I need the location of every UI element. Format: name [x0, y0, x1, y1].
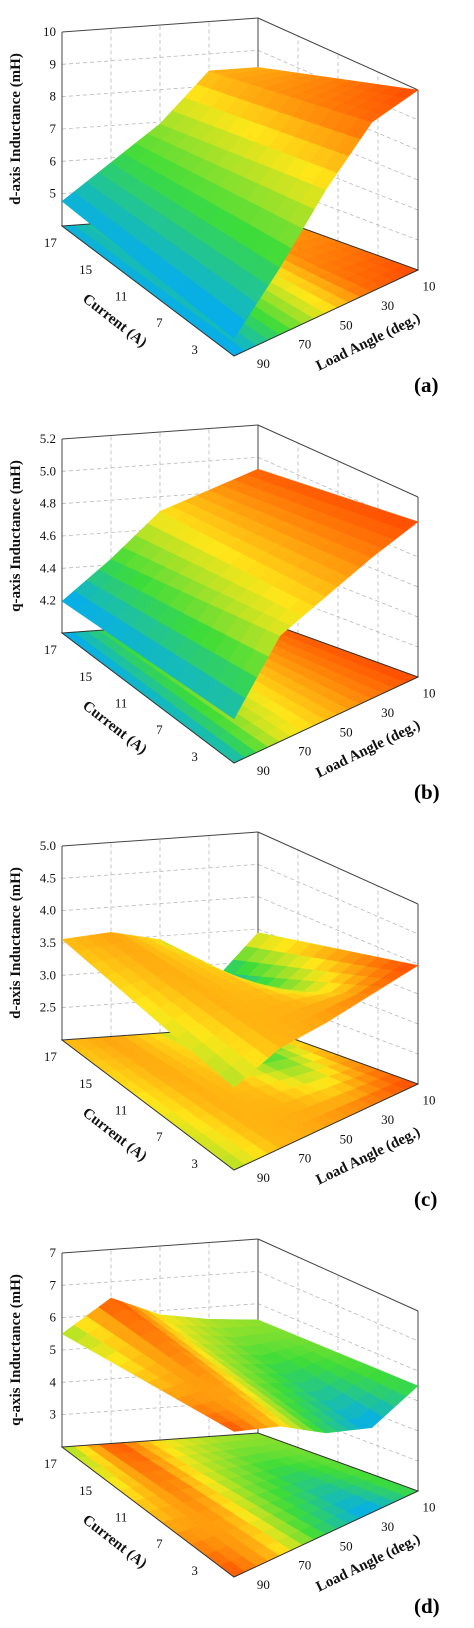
angle-tick-label: 50 — [340, 1131, 353, 1146]
z-tick-label: 3.0 — [40, 967, 56, 982]
current-tick-label: 3 — [191, 342, 198, 357]
z-tick-label: 2.5 — [40, 1000, 56, 1015]
angle-tick-label: 90 — [257, 356, 270, 371]
surface-plot-c: 5.0 4.5 4.0 3.5 3.0 2.5 17 15 11 7 3 10 30 50 70 90 d-ax… — [8, 831, 437, 1211]
current-tick-label: 11 — [115, 1510, 128, 1525]
z-tick-label: 5.2 — [40, 431, 56, 446]
inductance-surface — [61, 67, 419, 339]
panel-b: 5.2 5.0 4.8 4.6 4.4 4.2 17 15 11 7 3 10 30 50 70 90 q-ax… — [0, 407, 474, 814]
current-tick-label: 11 — [115, 1103, 128, 1118]
z-tick-label: 5 — [50, 186, 57, 201]
current-tick-label: 15 — [79, 1483, 92, 1498]
angle-tick-label: 30 — [381, 1112, 394, 1127]
z-tick-label: 4.5 — [40, 870, 56, 885]
z-axis-label: d-axis Inductance (mH) — [8, 53, 24, 205]
current-tick-label: 7 — [156, 722, 163, 737]
current-tick-label: 15 — [79, 669, 92, 684]
angle-tick-label: 50 — [340, 724, 353, 739]
z-tick-label: 3.5 — [40, 935, 56, 950]
current-tick-label: 15 — [79, 1076, 92, 1091]
load-angle-axis-label: Load Angle (deg.) — [314, 717, 423, 781]
panel-c: 5.0 4.5 4.0 3.5 3.0 2.5 17 15 11 7 3 10 30 50 70 90 d-ax… — [0, 814, 474, 1221]
z-tick-label: 7 — [50, 1245, 57, 1260]
load-angle-axis-label: Load Angle (deg.) — [314, 1124, 423, 1188]
angle-tick-label: 10 — [422, 686, 435, 701]
z-tick-label: 4 — [50, 1374, 57, 1389]
current-tick-label: 7 — [156, 1536, 163, 1551]
current-tick-label: 3 — [191, 1563, 198, 1578]
current-tick-label: 7 — [156, 1129, 163, 1144]
angle-tick-label: 10 — [422, 1500, 435, 1515]
surface-plot-a: 10 9 8 7 6 5 17 15 11 7 3 10 30 50 70 90 d-axis Inductan… — [8, 17, 439, 397]
angle-tick-label: 90 — [257, 1577, 270, 1592]
angle-tick-label: 70 — [298, 1558, 311, 1573]
load-angle-axis-label: Load Angle (deg.) — [314, 310, 423, 374]
z-tick-label: 10 — [43, 24, 56, 39]
angle-tick-label: 30 — [381, 298, 394, 313]
angle-tick-label: 50 — [340, 1538, 353, 1553]
current-tick-label: 3 — [191, 749, 198, 764]
z-axis-label: q-axis Inductance (mH) — [8, 1274, 24, 1426]
panel-a: 10 9 8 7 6 5 17 15 11 7 3 10 30 50 70 90 d-axis Inductan… — [0, 0, 474, 407]
current-tick-label: 17 — [44, 642, 58, 657]
z-tick-label: 5.0 — [40, 463, 56, 478]
current-tick-label: 15 — [79, 262, 92, 277]
angle-tick-label: 70 — [298, 744, 311, 759]
panel-label: (c) — [414, 1187, 437, 1211]
z-tick-label: 6 — [50, 153, 57, 168]
z-tick-label: 4.6 — [40, 528, 57, 543]
z-axis-label: q-axis Inductance (mH) — [8, 460, 24, 612]
angle-tick-label: 90 — [257, 1170, 270, 1185]
z-axis-label: d-axis Inductance (mH) — [8, 867, 24, 1019]
angle-tick-label: 10 — [422, 1093, 435, 1108]
z-tick-label: 4.0 — [40, 903, 56, 918]
current-tick-label: 17 — [44, 1456, 58, 1471]
angle-tick-label: 90 — [257, 763, 270, 778]
angle-tick-label: 30 — [381, 705, 394, 720]
z-tick-label: 4.8 — [40, 496, 56, 511]
z-tick-label: 3 — [50, 1407, 57, 1422]
inductance-surface — [61, 932, 419, 1088]
z-tick-label: 6 — [50, 1310, 57, 1325]
inductance-surface — [61, 468, 419, 720]
angle-tick-label: 70 — [298, 1151, 311, 1166]
z-tick-label: 4.4 — [40, 560, 57, 575]
current-tick-label: 7 — [156, 315, 163, 330]
load-angle-axis-label: Load Angle (deg.) — [314, 1531, 423, 1595]
inductance-surface — [61, 1297, 419, 1434]
angle-tick-label: 30 — [381, 1519, 394, 1534]
panel-label: (d) — [414, 1594, 440, 1618]
panel-label: (a) — [414, 373, 439, 397]
z-tick-label: 5 — [50, 1342, 57, 1357]
panel-d: 7 7 6 5 4 3 17 15 11 7 3 10 30 50 70 90 q-axis Inductanc… — [0, 1221, 474, 1628]
floor-projection — [61, 1432, 419, 1578]
z-tick-label: 7 — [50, 1277, 57, 1292]
surface-plot-d: 7 7 6 5 4 3 17 15 11 7 3 10 30 50 70 90 q-axis Inductanc… — [8, 1238, 440, 1618]
surface-plot-b: 5.2 5.0 4.8 4.6 4.4 4.2 17 15 11 7 3 10 30 50 70 90 q-ax… — [8, 424, 440, 804]
angle-tick-label: 10 — [422, 279, 435, 294]
current-tick-label: 3 — [191, 1156, 198, 1171]
z-tick-label: 9 — [50, 56, 57, 71]
angle-tick-label: 50 — [340, 317, 353, 332]
current-tick-label: 11 — [115, 696, 128, 711]
current-tick-label: 17 — [44, 1049, 58, 1064]
panel-label: (b) — [414, 780, 440, 804]
angle-tick-label: 70 — [298, 337, 311, 352]
z-tick-label: 4.2 — [40, 593, 56, 608]
z-tick-label: 5.0 — [40, 838, 56, 853]
current-tick-label: 17 — [44, 235, 58, 250]
z-tick-label: 8 — [50, 89, 57, 104]
z-tick-label: 7 — [50, 121, 57, 136]
current-tick-label: 11 — [115, 289, 128, 304]
